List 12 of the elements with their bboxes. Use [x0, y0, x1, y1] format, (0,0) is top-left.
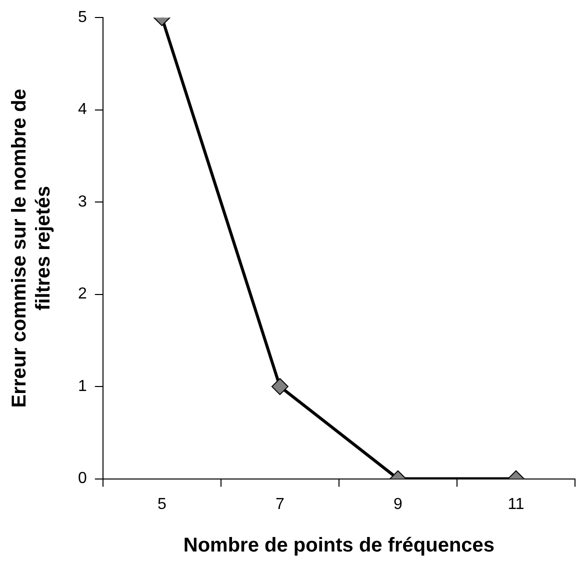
y-tick-label: 4	[78, 101, 87, 118]
x-tick-label: 9	[394, 496, 403, 513]
x-tick-label: 7	[275, 496, 284, 513]
x-tick-label: 5	[157, 496, 166, 513]
y-tick-label: 3	[78, 193, 87, 210]
y-axis-title: Erreur commise sur le nombre de filtres rejetés	[8, 88, 55, 408]
y-tick-label: 2	[78, 286, 87, 303]
x-axis-title: Nombre de points de fréquences	[183, 534, 495, 557]
y-tick-label: 5	[78, 9, 87, 26]
y-tick-label: 1	[78, 378, 87, 395]
x-tick-label: 11	[508, 496, 524, 513]
y-tick-label: 0	[78, 470, 87, 488]
